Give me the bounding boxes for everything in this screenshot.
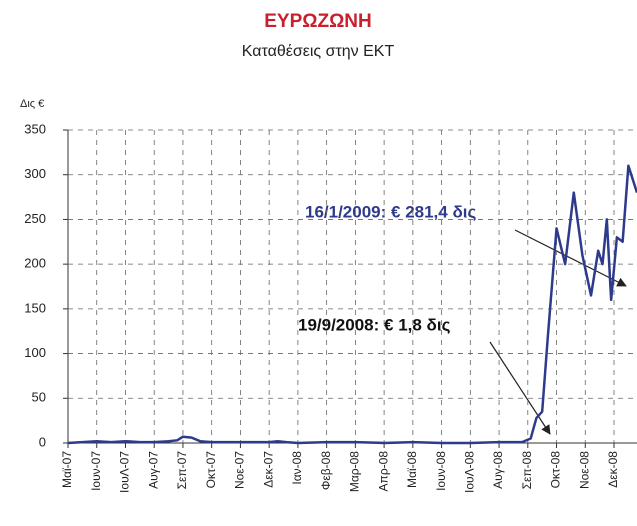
annotation: 19/9/2008: € 1,8 δις xyxy=(298,315,451,334)
data-line xyxy=(67,164,637,445)
x-tick-label: Ιαν-08 xyxy=(290,451,304,485)
y-tick-label: 200 xyxy=(24,256,46,271)
y-tick-label: 100 xyxy=(24,345,46,360)
x-tick-label: Νοε-07 xyxy=(233,451,247,489)
x-tick-label: Οκτ-07 xyxy=(204,451,218,489)
y-axis-label: Δις € xyxy=(20,98,44,110)
annotation: 16/1/2009: € 281,4 δις xyxy=(305,202,476,221)
x-tick-label: Ιουν-07 xyxy=(89,451,103,491)
x-tick-label: Ιουν-08 xyxy=(434,451,448,491)
x-tick-label: Σεπ-08 xyxy=(520,451,534,490)
y-tick-label: 150 xyxy=(24,300,46,315)
x-tick-label: ΙουΛ-08 xyxy=(462,451,476,493)
x-tick-label: Μαρ-08 xyxy=(348,451,362,492)
x-tick-label: Σεπ-07 xyxy=(175,451,189,490)
x-tick-label: Απρ-08 xyxy=(376,451,390,492)
x-tick-label: Δεκ-08 xyxy=(606,451,620,488)
x-tick-label: Αυγ-08 xyxy=(491,451,505,489)
x-tick-label: Μαϊ-07 xyxy=(60,451,74,488)
x-tick-label: Οκτ-08 xyxy=(549,451,563,489)
x-tick-label: Μαϊ-08 xyxy=(405,451,419,488)
y-tick-label: 0 xyxy=(39,434,46,449)
y-tick-label: 350 xyxy=(24,121,46,136)
chart-subtitle: Καταθέσεις στην ΕΚΤ xyxy=(242,43,395,60)
annotation-arrow xyxy=(489,341,551,435)
x-tick-label: Δεκ-07 xyxy=(261,451,275,488)
y-tick-label: 250 xyxy=(24,211,46,226)
y-tick-label: 300 xyxy=(24,166,46,181)
chart-title: ΕΥΡΩΖΩΝΗ xyxy=(264,11,372,32)
x-tick-label: ΙουΛ-07 xyxy=(118,451,132,493)
x-tick-label: Αυγ-07 xyxy=(146,451,160,489)
annotation-arrow xyxy=(514,229,627,287)
x-tick-label: Νοε-08 xyxy=(577,451,591,489)
y-tick-label: 50 xyxy=(32,390,46,405)
x-tick-label: Φεβ-08 xyxy=(319,451,333,490)
